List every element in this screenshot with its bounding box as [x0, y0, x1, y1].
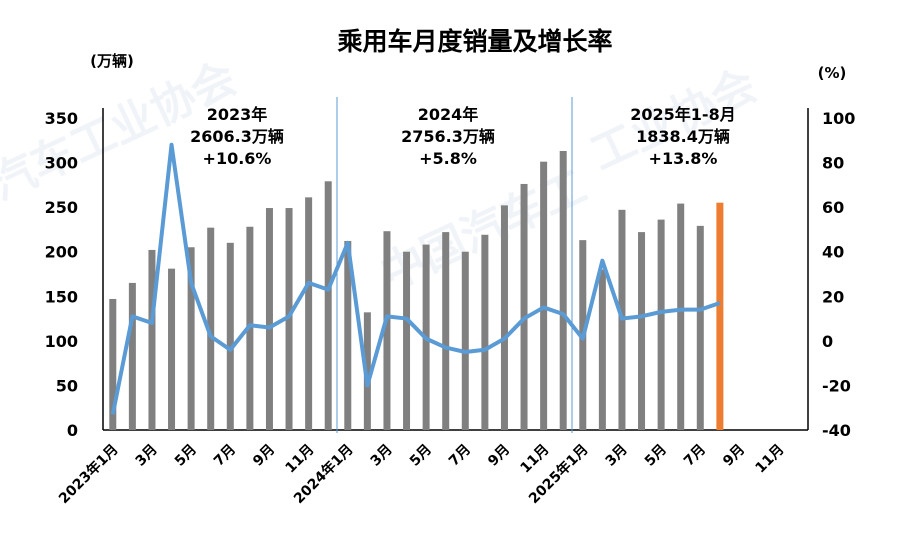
- x-tick-label: 3月: [603, 442, 631, 470]
- x-tick-label: 9月: [720, 442, 748, 470]
- left-tick-label: 250: [45, 198, 78, 217]
- bar: [461, 251, 469, 430]
- annotation-text: 1838.4万辆: [636, 127, 730, 146]
- bar: [383, 231, 391, 430]
- bar: [265, 208, 273, 430]
- bar: [344, 241, 352, 430]
- x-tick-label: 11月: [282, 442, 317, 477]
- right-tick-label: 60: [822, 198, 844, 217]
- x-tick-label: 7月: [681, 442, 709, 470]
- right-tick-label: -40: [822, 421, 851, 440]
- annotation-text: +5.8%: [419, 149, 477, 168]
- bar-highlight: [716, 202, 724, 430]
- x-tick-label: 5月: [407, 442, 435, 470]
- bar: [187, 247, 195, 430]
- x-tick-label: 5月: [172, 442, 200, 470]
- x-tick-label: 11月: [517, 442, 552, 477]
- right-tick-label: 80: [822, 154, 844, 173]
- bar: [442, 232, 450, 430]
- bar: [226, 242, 234, 430]
- left-tick-label: 350: [45, 109, 78, 128]
- bar: [559, 150, 567, 431]
- bar: [109, 298, 117, 430]
- bar: [148, 249, 156, 430]
- left-tick-label: 300: [45, 154, 78, 173]
- annotation-text: 2024年: [418, 105, 479, 124]
- bar: [403, 251, 411, 430]
- bar: [540, 161, 548, 430]
- bar: [481, 234, 489, 430]
- right-axis-unit: (%): [818, 64, 847, 82]
- bar: [128, 282, 136, 430]
- annotation-text: 2756.3万辆: [401, 127, 495, 146]
- growth-line: [110, 142, 721, 415]
- x-tick-label: 3月: [368, 442, 396, 470]
- bar: [305, 197, 313, 430]
- bar: [598, 269, 606, 430]
- annotation-text: 2606.3万辆: [190, 127, 284, 146]
- annotation-text: +13.8%: [649, 149, 718, 168]
- bar: [500, 205, 508, 430]
- x-tick-label: 2023年1月: [55, 441, 121, 507]
- x-tick-label: 7月: [446, 442, 474, 470]
- right-tick-label: 40: [822, 243, 844, 262]
- x-tick-label: 7月: [211, 442, 239, 470]
- left-axis-unit: (万辆): [90, 52, 134, 70]
- right-tick-label: 20: [822, 287, 844, 306]
- left-tick-label: 200: [45, 243, 78, 262]
- bar: [657, 219, 665, 430]
- bar: [207, 227, 215, 430]
- bar: [638, 232, 646, 430]
- x-tick-label: 11月: [752, 442, 787, 477]
- bar: [285, 208, 293, 430]
- annotation-text: 2023年: [207, 105, 268, 124]
- right-tick-label: 100: [822, 109, 855, 128]
- chart-title: 乘用车月度销量及增长率: [337, 27, 612, 56]
- annotation-text: +10.6%: [203, 149, 272, 168]
- right-tick-label: -20: [822, 376, 851, 395]
- x-tick-label: 5月: [642, 442, 670, 470]
- watermark: 汽车工业协会 中国汽车工 工业协会: [0, 52, 764, 300]
- left-tick-label: 50: [56, 376, 78, 395]
- bar: [696, 225, 704, 430]
- x-tick-label: 3月: [133, 442, 161, 470]
- x-tick-label: 9月: [250, 442, 278, 470]
- left-tick-label: 150: [45, 287, 78, 306]
- left-tick-label: 0: [67, 421, 78, 440]
- annotation-text: 2025年1-8月: [630, 105, 735, 124]
- x-tick-label: 9月: [485, 442, 513, 470]
- bar: [520, 183, 528, 430]
- left-tick-label: 100: [45, 332, 78, 351]
- right-tick-label: 0: [822, 332, 833, 351]
- bar: [168, 268, 176, 430]
- bar: [677, 203, 685, 430]
- bar: [324, 181, 332, 430]
